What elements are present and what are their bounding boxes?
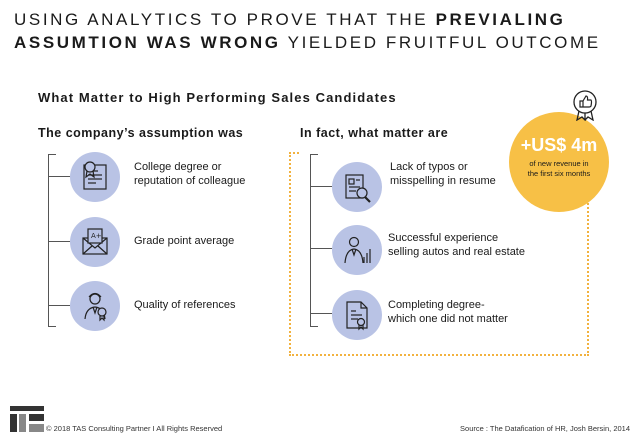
- bracket-tick: [310, 313, 332, 314]
- highlight-frame-right: [587, 196, 589, 356]
- bracket-tick: [310, 248, 332, 249]
- source-text: Source : The Datafication of HR, Josh Be…: [460, 424, 630, 433]
- assumption-item-1-label: College degree or reputation of colleagu…: [134, 161, 246, 187]
- in-fact-heading: In fact, what matter are: [300, 126, 449, 140]
- document-magnifier-icon: [332, 162, 382, 212]
- in-fact-item-3-label: Completing degree- which one did not mat…: [388, 299, 508, 325]
- bracket-tick: [48, 305, 70, 306]
- bracket-tick: [48, 154, 56, 155]
- bracket-tick: [48, 326, 56, 327]
- thumbs-up-medal-icon: [573, 90, 597, 121]
- certificate-icon: [332, 290, 382, 340]
- bracket-tick: [48, 176, 70, 177]
- salesperson-chart-icon: [332, 225, 382, 275]
- highlight-frame-bottom: [289, 354, 589, 356]
- highlight-frame-left: [289, 152, 291, 356]
- slide-headline: USING ANALYTICS TO PROVE THAT THE PREVIA…: [14, 8, 624, 54]
- bracket-tick: [310, 154, 318, 155]
- company-logo: [10, 406, 44, 432]
- headline-line1-bold: PREVIALING: [435, 10, 566, 29]
- assumption-heading: The company’s assumption was: [38, 126, 244, 140]
- in-fact-item-1-label: Lack of typos or misspelling in resume: [390, 161, 496, 187]
- graded-letter-icon: A+: [70, 217, 120, 267]
- assumption-bracket: [48, 154, 49, 326]
- revenue-badge: +US$ 4m of new revenue in the first six …: [509, 112, 609, 212]
- section-title: What Matter to High Performing Sales Can…: [38, 90, 397, 105]
- referee-award-icon: [70, 281, 120, 331]
- assumption-item-2-label: Grade point average: [134, 235, 235, 247]
- bracket-tick: [310, 326, 318, 327]
- headline-line2-normal: YIELDED FRUITFUL OUTCOME: [287, 33, 601, 52]
- bracket-tick: [48, 241, 70, 242]
- bracket-tick: [310, 186, 332, 187]
- diploma-icon: [70, 152, 120, 202]
- headline-line2-bold: ASSUMTION WAS WRONG: [14, 33, 281, 52]
- in-fact-bracket: [310, 154, 311, 326]
- headline-line1-normal: USING ANALYTICS TO PROVE THAT THE: [14, 10, 429, 29]
- copyright-text: © 2018 TAS Consulting Partner I All Righ…: [46, 424, 223, 433]
- highlight-frame-top: [289, 152, 299, 154]
- assumption-item-3-label: Quality of references: [134, 299, 236, 311]
- revenue-note: of new revenue in the first six months: [527, 159, 591, 178]
- svg-text:A+: A+: [91, 232, 102, 240]
- revenue-value: +US$ 4m: [520, 135, 598, 155]
- in-fact-item-2-label: Successful experience selling autos and …: [388, 232, 525, 258]
